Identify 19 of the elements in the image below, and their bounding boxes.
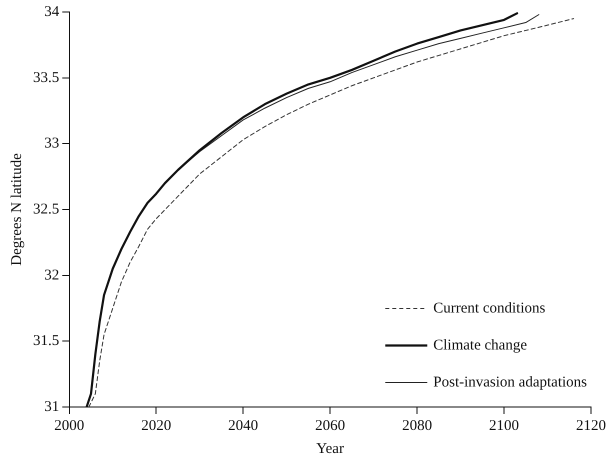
y-tick-label: 34 [44,4,60,20]
y-tick-label: 33 [44,136,60,152]
y-tick-label: 31.5 [33,333,60,350]
x-tick-label: 2080 [402,418,432,434]
y-tick-label: 32 [44,267,60,284]
x-tick-label: 2000 [54,418,84,434]
legend-label: Current conditions [433,300,546,316]
x-tick-label: 2100 [489,418,520,434]
x-axis-title: Year [316,440,344,457]
x-tick-label: 2020 [141,418,172,434]
y-tick-label: 32.5 [33,201,60,218]
y-tick-label: 31 [44,398,60,415]
legend-label: Post-invasion adaptations [433,374,588,390]
x-tick-label: 2120 [576,418,606,434]
y-tick-label: 33.5 [33,70,60,86]
y-axis-title: Degrees N latitude [8,152,25,266]
x-tick-label: 2040 [228,418,258,434]
x-tick-label: 2060 [315,418,346,434]
legend-label: Climate change [433,337,528,354]
